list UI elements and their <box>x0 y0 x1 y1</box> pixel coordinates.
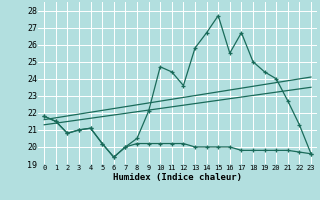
X-axis label: Humidex (Indice chaleur): Humidex (Indice chaleur) <box>113 173 242 182</box>
